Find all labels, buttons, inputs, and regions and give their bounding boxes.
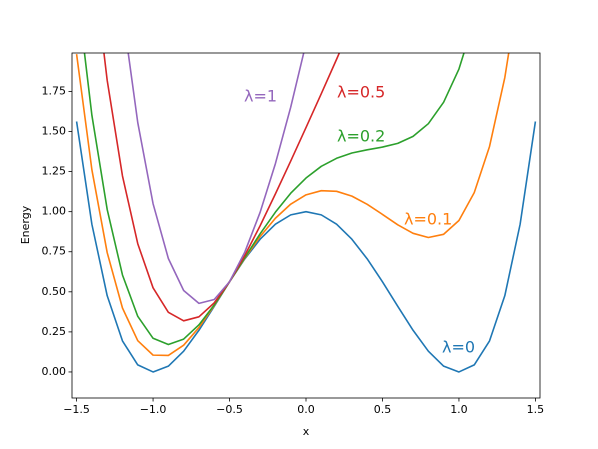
series-label: λ=0 (442, 338, 475, 357)
y-tick-label: 1.50 (42, 125, 67, 138)
y-tick-label: 1.75 (42, 84, 67, 97)
series-label: λ=0.5 (337, 83, 385, 102)
y-tick-label: 0.50 (42, 285, 67, 298)
plot-area (75, 53, 537, 373)
x-tick-label: −0.5 (216, 403, 243, 416)
line-series (103, 53, 341, 322)
series-label: λ=1 (244, 87, 277, 106)
series-label: λ=0.1 (404, 210, 452, 229)
y-tick-label: 0.00 (42, 365, 67, 378)
y-tick-label: 0.75 (42, 245, 67, 258)
line-series (127, 53, 305, 305)
x-tick-label: 1.0 (450, 403, 468, 416)
line-series (75, 121, 537, 373)
x-tick-label: −1.0 (140, 403, 167, 416)
y-axis-label: Energy (19, 205, 32, 244)
x-axis-label: x (303, 425, 310, 438)
line-series (75, 53, 510, 357)
x-tick-label: −1.5 (63, 403, 90, 416)
series-label: λ=0.2 (337, 127, 385, 146)
y-tick-label: 1.25 (42, 165, 67, 178)
x-tick-label: 1.5 (527, 403, 545, 416)
x-tick-label: 0.5 (374, 403, 392, 416)
x-tick-label: 0.0 (297, 403, 315, 416)
y-tick-label: 1.00 (42, 205, 67, 218)
y-tick-label: 0.25 (42, 325, 67, 338)
line-series (83, 53, 465, 346)
